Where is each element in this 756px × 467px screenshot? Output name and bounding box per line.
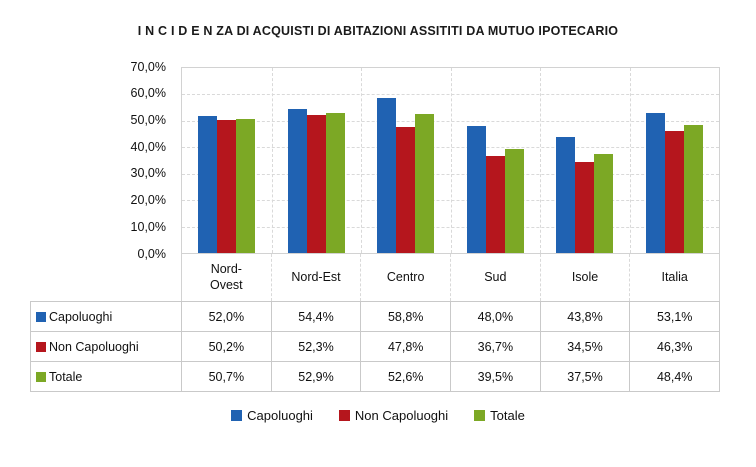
bar-group-centro xyxy=(377,97,435,253)
y-axis-tick-label: 0,0% xyxy=(137,246,167,261)
vertical-gridline xyxy=(450,68,452,253)
bar-non-capoluoghi-centro xyxy=(396,126,416,253)
vertical-gridline xyxy=(540,68,541,253)
bar-capoluoghi-italia xyxy=(645,112,665,253)
x-axis-category-label: Nord-Est xyxy=(272,254,362,301)
bar-non-capoluoghi-nord-ovest xyxy=(217,120,237,253)
legend-swatch-icon xyxy=(338,409,350,421)
table-row-totale: Totale 50,7% 52,9% 52,6% 39,5% 37,5% 48,4% xyxy=(31,362,721,392)
y-axis-tick-label: 10,0% xyxy=(130,219,166,234)
table-cell: 52,9% xyxy=(271,362,362,392)
table-cell: 58,8% xyxy=(361,302,452,332)
bar-totale-sud xyxy=(504,148,524,253)
bar-capoluoghi-centro xyxy=(377,97,397,253)
y-axis-tick-label: 20,0% xyxy=(130,193,166,208)
y-axis-tick-label: 40,0% xyxy=(130,139,166,154)
y-axis-tick-label: 30,0% xyxy=(130,166,166,181)
legend-item-label: Non Capoluoghi xyxy=(354,407,449,423)
legend-swatch-icon xyxy=(231,409,243,421)
bar-non-capoluoghi-sud xyxy=(485,156,505,253)
series-swatch-icon xyxy=(36,341,46,352)
bar-totale-nord-ovest xyxy=(236,119,256,253)
bar-non-capoluoghi-italia xyxy=(664,130,684,253)
table-row-label-text: Non Capoluoghi xyxy=(49,339,139,354)
y-axis-tick-label: 50,0% xyxy=(130,112,166,127)
table-cell: 54,4% xyxy=(271,302,362,332)
x-axis-category-label: Nord- Ovest xyxy=(182,254,272,301)
table-cell: 37,5% xyxy=(540,362,631,392)
legend-item-label: Totale xyxy=(490,407,525,423)
bar-totale-centro xyxy=(415,114,435,253)
y-axis-tick-label: 60,0% xyxy=(130,86,166,101)
bar-capoluoghi-nord-est xyxy=(287,109,307,253)
bar-non-capoluoghi-nord-est xyxy=(306,114,326,253)
y-axis-tick-label: 70,0% xyxy=(130,59,166,74)
bar-group-nord-est xyxy=(287,109,345,253)
table-row-label-text: Totale xyxy=(49,369,83,384)
bar-group-italia xyxy=(645,112,703,253)
bar-group-isole xyxy=(556,137,614,253)
table-cell: 36,7% xyxy=(451,332,541,362)
table-row-label: Capoluoghi xyxy=(31,302,182,332)
legend-item-capoluoghi: Capoluoghi xyxy=(231,408,313,423)
table-cell: 52,3% xyxy=(271,332,362,362)
series-swatch-icon xyxy=(36,311,46,322)
bar-capoluoghi-sud xyxy=(466,126,486,253)
bar-capoluoghi-isole xyxy=(556,137,576,253)
table-cell: 39,5% xyxy=(451,362,541,392)
x-axis-category-label: Centro xyxy=(361,254,452,301)
bar-group-sud xyxy=(466,126,524,253)
table-cell: 43,8% xyxy=(540,302,631,332)
legend-swatch-icon xyxy=(474,409,486,421)
x-axis-category-label: Isole xyxy=(541,254,631,301)
table-row-label-text: Capoluoghi xyxy=(49,309,113,324)
table-cell: 52,6% xyxy=(361,362,452,392)
legend-item-non-capoluoghi: Non Capoluoghi xyxy=(338,407,449,423)
legend-item-totale: Totale xyxy=(474,408,525,423)
table-row-label: Non Capoluoghi xyxy=(31,332,182,362)
chart-title: I N C I D E N ZA DI ACQUISTI DI ABITAZIO… xyxy=(137,24,619,38)
table-row-label: Totale xyxy=(31,362,182,392)
table-row-capoluoghi: Capoluoghi 52,0% 54,4% 58,8% 48,0% 43,8% 53,1% xyxy=(31,302,721,332)
table-cell: 48,0% xyxy=(451,302,541,332)
bar-group-nord-ovest xyxy=(198,115,256,253)
table-cell: 48,4% xyxy=(630,362,721,392)
vertical-gridline xyxy=(629,68,631,253)
table-cell: 50,7% xyxy=(182,362,272,392)
bar-non-capoluoghi-isole xyxy=(575,161,595,253)
table-cell: 34,5% xyxy=(540,332,631,362)
x-axis-category-row: Nord- Ovest Nord-Est Centro Sud Isole Italia xyxy=(181,254,720,301)
table-cell: 53,1% xyxy=(630,302,721,332)
chart-legend: Capoluoghi Non Capoluoghi Totale xyxy=(0,404,756,426)
table-cell: 46,3% xyxy=(630,332,721,362)
bar-totale-isole xyxy=(594,153,614,253)
legend-item-label: Capoluoghi xyxy=(247,407,313,423)
vertical-gridline xyxy=(361,68,362,253)
plot-area xyxy=(181,67,720,254)
bar-totale-nord-est xyxy=(325,113,345,253)
bar-capoluoghi-nord-ovest xyxy=(198,115,218,253)
bar-totale-italia xyxy=(683,125,703,253)
table-cell: 50,2% xyxy=(182,332,272,362)
table-cell: 52,0% xyxy=(182,302,272,332)
data-table: Capoluoghi 52,0% 54,4% 58,8% 48,0% 43,8% 53,1%… xyxy=(30,301,721,392)
table-cell: 47,8% xyxy=(361,332,452,362)
table-row-non-capoluoghi: Non Capoluoghi 50,2% 52,3% 47,8% 36,7% 34,5% 4… xyxy=(31,332,721,362)
x-axis-category-label: Sud xyxy=(451,254,541,301)
vertical-gridline xyxy=(271,68,273,253)
x-axis-category-label: Italia xyxy=(661,269,688,284)
series-swatch-icon xyxy=(36,371,46,382)
